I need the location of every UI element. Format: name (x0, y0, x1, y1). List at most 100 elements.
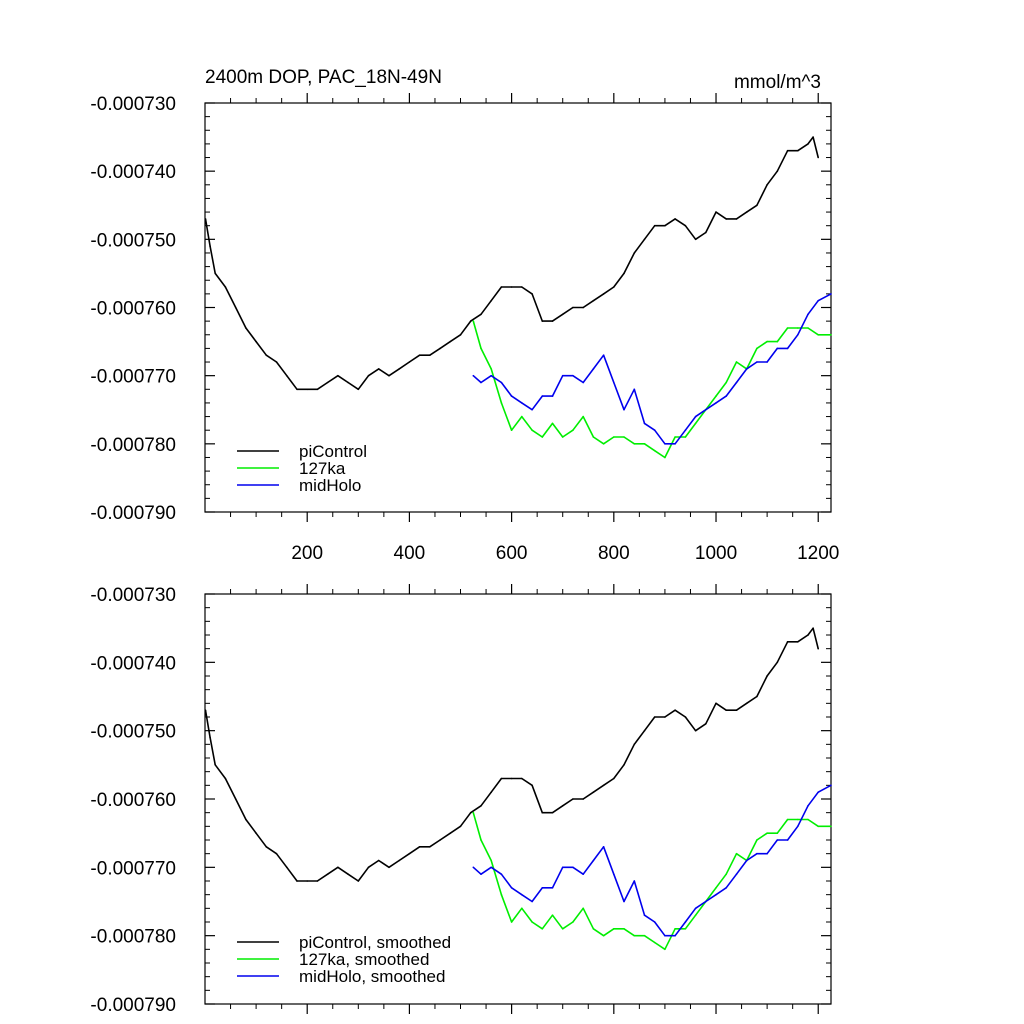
data-point (694, 907, 697, 910)
data-point (561, 866, 564, 869)
data-point (214, 272, 216, 275)
data-point (715, 893, 717, 896)
data-point (735, 852, 738, 855)
data-point (531, 429, 533, 432)
data-point (653, 941, 656, 944)
data-point (776, 347, 779, 350)
y-tick-label: -0.000770 (90, 367, 176, 388)
data-point (602, 443, 605, 445)
data-point (817, 156, 819, 159)
data-point (766, 852, 768, 855)
data-point (582, 306, 584, 309)
data-point (521, 415, 523, 418)
data-point (715, 402, 717, 404)
data-point (725, 887, 727, 889)
data-point (725, 381, 727, 384)
data-point (745, 702, 748, 705)
legend-label: midHolo (299, 476, 361, 495)
data-point (830, 825, 832, 828)
data-point (326, 381, 329, 384)
data-point (735, 381, 738, 384)
x-tick-label: 1000 (695, 543, 737, 564)
data-point (756, 361, 758, 363)
data-point (377, 859, 380, 862)
data-point (367, 866, 370, 869)
data-point (306, 388, 309, 391)
data-point (602, 354, 605, 357)
data-point (480, 347, 482, 350)
data-point (756, 852, 758, 855)
data-point (541, 928, 544, 930)
data-point (786, 347, 789, 350)
data-point (316, 880, 319, 882)
data-point (684, 436, 687, 438)
data-point (472, 320, 475, 322)
data-point (664, 934, 666, 937)
data-point (756, 347, 758, 350)
top-panel: -0.000730 -0.000740 -0.000750 -0.000760 -0.0… (90, 67, 839, 564)
data-point (756, 839, 758, 841)
data-point (531, 921, 533, 923)
data-point (500, 893, 503, 896)
data-point (830, 334, 832, 336)
y-tick-label: -0.000760 (90, 790, 176, 811)
y-tick-label: -0.000730 (90, 585, 176, 606)
y-tick-label: -0.000770 (90, 858, 176, 879)
data-point (807, 634, 809, 636)
data-point (561, 436, 564, 438)
data-point (756, 695, 758, 698)
data-point (674, 709, 676, 711)
data-point (776, 170, 779, 172)
data-point (347, 381, 349, 384)
data-point (572, 798, 574, 800)
data-point (653, 224, 656, 227)
data-point (613, 928, 615, 930)
data-point (664, 443, 666, 445)
data-point (572, 866, 574, 869)
data-point (623, 928, 625, 930)
data-point (807, 805, 809, 807)
data-point (812, 627, 814, 629)
data-point (500, 873, 503, 875)
data-point (705, 231, 707, 234)
data-point (469, 320, 472, 322)
data-point (418, 354, 421, 357)
y-tick-label: -0.000750 (90, 230, 176, 251)
data-point (551, 395, 554, 397)
data-point (572, 374, 574, 377)
data-point (613, 873, 615, 875)
data-point (510, 395, 513, 397)
data-point (756, 204, 758, 207)
data-point (715, 887, 717, 889)
data-point (204, 218, 207, 220)
data-point (275, 361, 278, 363)
data-point (255, 340, 257, 343)
data-point (592, 859, 595, 862)
data-point (797, 818, 799, 821)
data-point (480, 873, 482, 875)
data-point (265, 846, 268, 848)
data-point (234, 798, 237, 800)
data-point (326, 873, 329, 875)
data-point (817, 791, 819, 793)
data-point (480, 381, 482, 384)
data-point (337, 374, 339, 377)
data-point (807, 818, 809, 821)
data-point (766, 361, 768, 363)
series-line-127ka (472, 812, 831, 951)
data-point (561, 805, 564, 807)
data-point (633, 934, 636, 937)
data-point (531, 784, 533, 787)
data-point (684, 921, 687, 923)
data-point (490, 299, 493, 302)
data-point (684, 716, 687, 718)
data-point (797, 334, 799, 336)
data-point (643, 914, 646, 916)
data-point (643, 729, 646, 732)
data-point (500, 777, 503, 780)
data-point (551, 811, 554, 814)
data-point (786, 818, 789, 821)
data-point (439, 839, 441, 841)
data-point (275, 852, 278, 855)
